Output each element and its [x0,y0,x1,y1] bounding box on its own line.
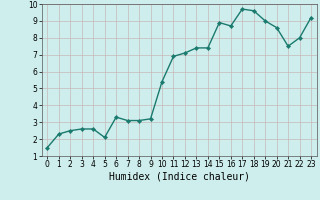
X-axis label: Humidex (Indice chaleur): Humidex (Indice chaleur) [109,172,250,182]
